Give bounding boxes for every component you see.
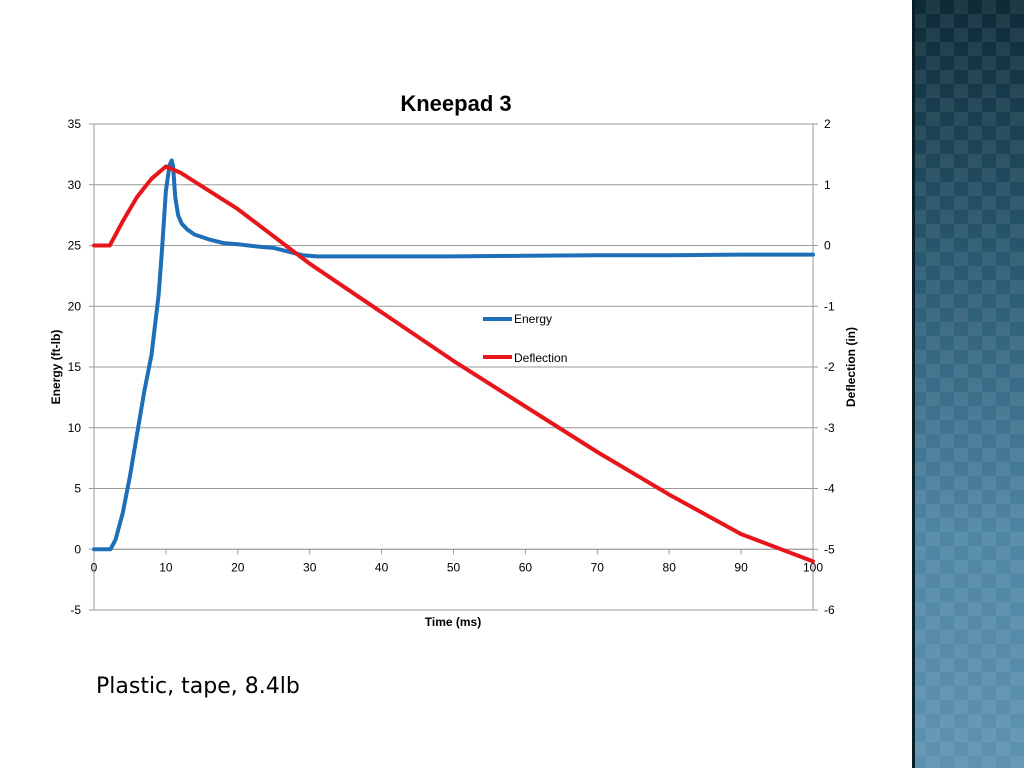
gridlines <box>94 123 813 611</box>
y-tick-label: 10 <box>68 421 82 435</box>
x-tick-label: 70 <box>591 560 605 574</box>
y-tick-label: 15 <box>68 360 82 374</box>
side-panel-edge <box>912 0 915 768</box>
x-tick-label: 40 <box>375 560 389 574</box>
y2-tick-label: 2 <box>824 117 831 131</box>
series-line-energy <box>92 158 815 552</box>
y2-tick-label: -4 <box>824 482 835 496</box>
y-tick-label: 20 <box>68 299 82 313</box>
chart-title: Kneepad 3 <box>400 91 511 116</box>
slide-caption: Plastic, tape, 8.4lb <box>96 674 300 699</box>
x-tick-label: 90 <box>734 560 748 574</box>
x-tick-label: 80 <box>663 560 677 574</box>
y-tick-label: 25 <box>68 239 82 253</box>
y-tick-label: 35 <box>68 117 82 131</box>
y-tick-label: 5 <box>74 482 81 496</box>
y-tick-label: -5 <box>70 603 81 617</box>
legend: Energy Deflection <box>483 312 567 365</box>
x-tick-label: 100 <box>803 560 823 574</box>
y2-axis-title: Deflection (in) <box>844 327 858 407</box>
legend-label-energy: Energy <box>514 312 552 326</box>
series-line-deflection <box>92 164 815 564</box>
y2-tick-label: 1 <box>824 178 831 192</box>
y-tick-label: 0 <box>74 542 81 556</box>
line-chart: Kneepad 3 -505101520253035-6-5-4-3-2-101… <box>49 91 858 629</box>
y2-tick-label: -2 <box>824 360 835 374</box>
decorative-side-panel <box>912 0 1024 768</box>
y-axis-title: Energy (ft-lb) <box>49 330 63 405</box>
y2-tick-label: -1 <box>824 299 835 313</box>
series-lines <box>92 158 815 564</box>
diamond-pattern <box>912 0 1024 768</box>
x-tick-label: 60 <box>519 560 533 574</box>
y2-tick-label: -5 <box>824 542 835 556</box>
y2-tick-label: 0 <box>824 239 831 253</box>
y-tick-label: 30 <box>68 178 82 192</box>
legend-label-deflection: Deflection <box>514 351 567 365</box>
x-tick-label: 10 <box>159 560 173 574</box>
y2-tick-label: -3 <box>824 421 835 435</box>
axes <box>89 123 818 611</box>
x-tick-label: 30 <box>303 560 317 574</box>
y2-tick-label: -6 <box>824 603 835 617</box>
x-axis-title: Time (ms) <box>425 615 481 629</box>
x-tick-label: 50 <box>447 560 461 574</box>
x-tick-label: 20 <box>231 560 245 574</box>
x-tick-label: 0 <box>91 560 98 574</box>
